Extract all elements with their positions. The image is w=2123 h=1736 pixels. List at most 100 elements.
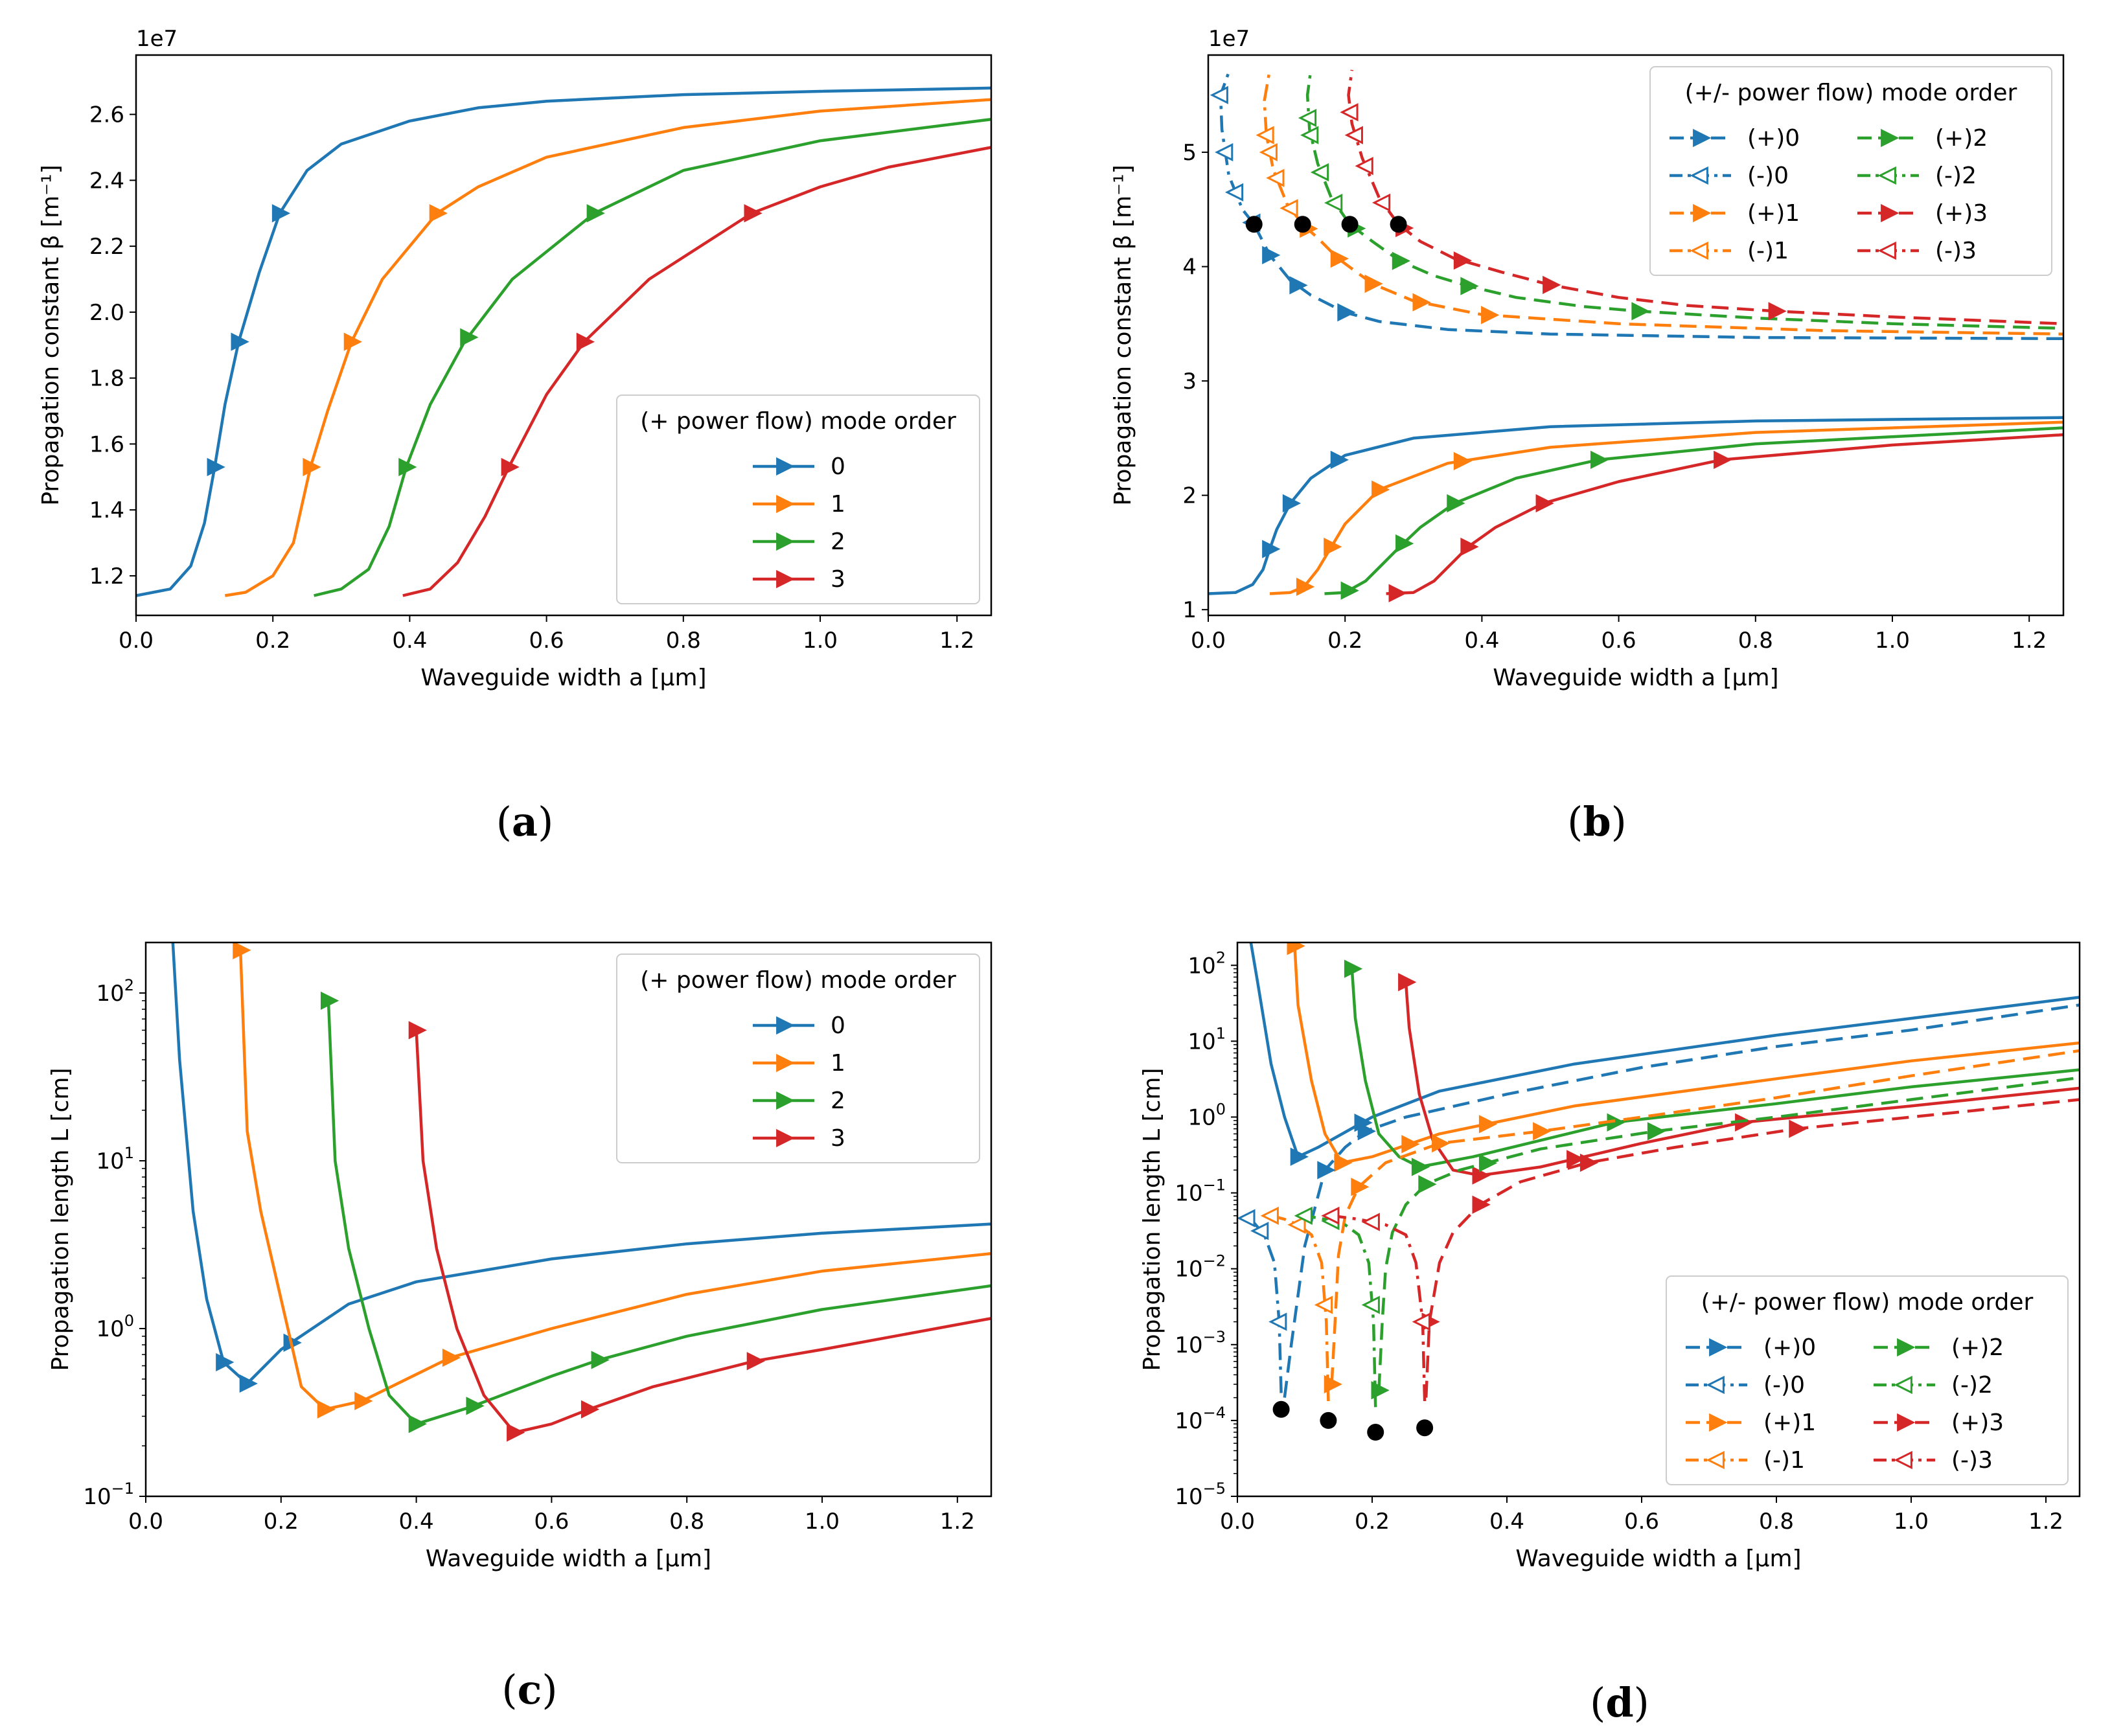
y-axis-label: Propagation length L [cm] [1139,1068,1165,1371]
series-marker [586,204,605,223]
legend-entry-label: (+)1 [1763,1410,1816,1436]
series-marker [576,332,595,351]
x-tick-label: 1.0 [803,628,838,654]
legend-swatch-marker [1690,166,1708,185]
y-tick-base: 10 [1175,1408,1202,1434]
legend-swatch-marker [1690,241,1708,260]
y-tick-base: 10 [1188,1029,1215,1055]
series-line-dashdot-3 [1347,69,1400,225]
series-marker [1340,581,1359,600]
legend-entry-label: (+)0 [1747,125,1800,152]
x-tick-label: 0.6 [1624,1509,1659,1535]
series-marker [1543,275,1561,294]
y-tick-label: 5 [1182,140,1197,166]
series-marker [1321,1206,1340,1225]
y-tick-base: 10 [83,1484,111,1510]
legend-swatch-marker [776,1016,795,1035]
series-marker [1330,450,1349,470]
legend-entry-label: (-)3 [1951,1447,1993,1474]
series-line-solid-2 [314,117,991,597]
series-marker [231,332,249,351]
y-axis-label: Propagation constant β [m⁻¹] [38,165,64,505]
series-marker [1210,86,1228,104]
caption-paren-close: ) [1611,798,1627,845]
legend: (+ power flow) mode order 0 1 2 3 [616,954,980,1163]
legend-box [616,394,980,604]
series-marker [1250,1222,1269,1240]
caption-letter: b [1583,798,1611,845]
series-marker [1314,1296,1333,1314]
series-marker [239,1374,258,1393]
series-marker [580,1400,600,1419]
series-marker [1453,451,1473,471]
series-line-solid-1 [224,98,991,597]
plot-frame [1236,941,2081,1498]
x-tick-label: 0.0 [119,628,154,654]
series-marker [1388,584,1407,602]
legend-entry-label: 3 [831,566,845,593]
x-tick-label: 1.2 [940,1509,975,1535]
series-marker [1268,1312,1287,1331]
series-group [136,86,991,597]
legend-swatch-marker [1706,1375,1725,1395]
series-marker [1432,1134,1451,1153]
caption-letter: d [1605,1679,1633,1726]
series-marker [1412,1312,1430,1331]
y-tick-exponent: 2 [124,976,134,994]
series-marker [1481,306,1500,325]
y-tick-label: 10−1 [1175,1176,1226,1207]
series-marker [466,1397,485,1415]
series-marker [1290,1147,1309,1166]
series-marker [1215,143,1234,162]
series-marker [1478,1154,1498,1172]
y-tick-base: 10 [96,1316,124,1342]
caption-paren-close: ) [1634,1679,1649,1726]
x-tick-label: 0.4 [392,628,427,654]
series-line-dashed-3 [1424,1098,2080,1398]
legend-entry-label: (-)2 [1951,1372,1993,1399]
series-marker [1364,274,1383,293]
cutoff-point [1390,216,1407,233]
y-tick-base: 10 [1188,1104,1215,1130]
series-marker [317,1400,336,1419]
x-tick-label: 0.2 [1355,1509,1390,1535]
legend: (+/- power flow) mode order (+)0 (-)0 (+)1 (… [1649,66,2052,276]
y-tick-base: 10 [1175,1257,1202,1283]
legend-entry-label: (+)1 [1747,200,1800,227]
legend-entry-label: 3 [831,1125,845,1152]
series-line-solid-3 [1386,433,2063,595]
series-marker [442,1348,461,1367]
legend-title: (+/- power flow) mode order [1701,1289,2034,1316]
y-tick-label: 2.2 [89,234,124,260]
series-marker [1789,1119,1807,1138]
legend-swatch-marker [776,1053,795,1073]
legend-swatch-marker [776,569,795,589]
series-marker [1590,450,1609,470]
y-tick-label: 10−1 [83,1479,134,1510]
legend-title: (+/- power flow) mode order [1685,80,2017,106]
y-tick-label: 100 [96,1312,134,1342]
series-marker [501,457,520,477]
y-tick-label: 4 [1182,255,1197,280]
cutoff-point [1416,1419,1434,1437]
cutoff-point [1245,216,1263,233]
legend-swatch-marker [1709,1338,1728,1357]
y-tick-label: 1 [1182,597,1197,623]
series-marker [1371,193,1391,212]
series-marker [1714,450,1732,470]
series-line-solid-0 [1249,942,2080,1158]
y-tick-label: 102 [1188,948,1226,979]
x-tick-label: 0.4 [1464,628,1499,654]
legend-swatch-marker [1894,1375,1912,1395]
legend-entry-label: (-)0 [1747,163,1789,189]
legend-box [616,954,980,1163]
y-tick-label: 1.8 [89,366,124,392]
legend-entry-label: 2 [831,529,845,555]
series-line-solid-1 [1293,946,2080,1165]
series-marker [1401,1135,1420,1154]
series-marker [398,457,417,477]
legend-title: (+ power flow) mode order [640,967,956,994]
panel-a-chart: 0.0 0.2 0.4 0.6 0.8 1.0 1.2 1.2 1.4 1.6 1.8 2.0 2.2 2… [38,26,993,845]
series-marker [591,1351,610,1369]
series-marker [1460,537,1479,556]
